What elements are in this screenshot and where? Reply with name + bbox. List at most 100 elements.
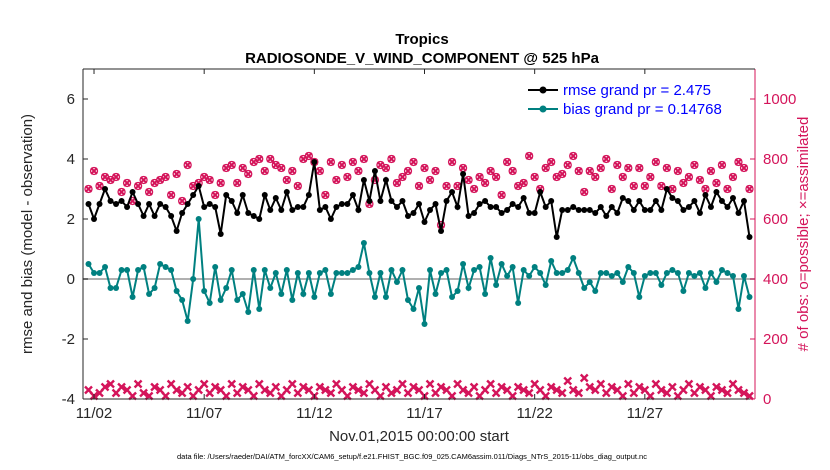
rmse-point xyxy=(685,204,692,210)
obs-assimilated-marker xyxy=(387,388,396,398)
bias-point xyxy=(548,258,555,264)
y-tick-label: 4 xyxy=(67,151,75,168)
bias-point xyxy=(173,288,180,294)
rmse-point xyxy=(184,201,191,207)
obs-assimilated-stroke xyxy=(101,173,109,181)
obs-assimilated-marker xyxy=(183,382,193,392)
rmse-point xyxy=(636,198,643,204)
obs-assimilated-stroke xyxy=(740,164,748,172)
obs-assimilated-stroke xyxy=(739,388,749,398)
obs-assimilated-stroke xyxy=(623,379,633,389)
obs-assimilated-stroke xyxy=(652,158,660,166)
obs-assimilated-stroke xyxy=(228,161,236,169)
bias-point xyxy=(96,270,103,276)
rmse-point xyxy=(96,201,103,207)
bias-point xyxy=(421,321,428,327)
obs-assimilated-stroke xyxy=(387,388,396,398)
bias-point xyxy=(416,285,422,291)
obs-assimilated-stroke xyxy=(166,379,176,389)
obs-assimilated-marker xyxy=(569,152,577,160)
obs-possible-marker xyxy=(574,166,583,176)
rmse-point xyxy=(570,204,577,210)
obs-possible-marker xyxy=(640,181,649,191)
obs-assimilated-marker xyxy=(657,385,666,395)
obs-assimilated-stroke xyxy=(492,173,500,181)
obs-assimilated-stroke xyxy=(596,379,606,389)
obs-assimilated-stroke xyxy=(117,382,126,392)
rmse-point xyxy=(680,207,687,213)
rmse-point xyxy=(630,207,637,213)
legend-bias-marker xyxy=(539,105,547,113)
rmse-point xyxy=(729,195,736,201)
obs-assimilated-stroke xyxy=(376,391,385,401)
obs-assimilated-marker xyxy=(161,391,170,401)
rmse-point xyxy=(289,207,296,213)
obs-assimilated-marker xyxy=(674,167,682,175)
obs-possible-marker xyxy=(359,154,369,164)
rmse-point xyxy=(151,213,158,219)
bias-point xyxy=(630,270,637,276)
chart-subtitle: RADIOSONDE_V_WIND_COMPONENT @ 525 hPa xyxy=(245,50,600,67)
bias-point xyxy=(597,270,604,276)
obs-assimilated-stroke xyxy=(100,382,110,392)
obs-assimilated-stroke xyxy=(613,161,622,169)
obs-assimilated-stroke xyxy=(701,185,710,193)
bias-point xyxy=(245,309,252,315)
rmse-point xyxy=(201,204,208,210)
bias-point xyxy=(537,270,544,276)
obs-possible-marker xyxy=(646,172,655,182)
obs-possible-marker xyxy=(618,172,627,182)
rmse-point xyxy=(493,204,500,210)
obs-assimilated-marker xyxy=(563,376,573,386)
obs-assimilated-marker xyxy=(382,164,390,172)
obs-assimilated-stroke xyxy=(608,185,616,193)
obs-assimilated-stroke xyxy=(685,173,693,181)
obs-assimilated-stroke xyxy=(205,176,214,184)
bias-point xyxy=(129,294,136,300)
obs-assimilated-stroke xyxy=(404,167,412,175)
rmse-point xyxy=(608,204,615,210)
obs-assimilated-marker xyxy=(475,173,484,181)
obs-assimilated-marker xyxy=(150,382,159,392)
bias-point xyxy=(217,297,224,303)
obs-assimilated-marker xyxy=(316,167,324,175)
obs-assimilated-stroke xyxy=(199,379,209,389)
rmse-point xyxy=(718,198,725,204)
rmse-point xyxy=(294,204,301,210)
obs-assimilated-marker xyxy=(635,164,644,172)
obs-assimilated-stroke xyxy=(398,173,407,181)
bias-point xyxy=(190,276,197,282)
obs-assimilated-stroke xyxy=(497,191,506,199)
y2-tick-label: 600 xyxy=(763,211,788,228)
rmse-point xyxy=(564,207,571,213)
bias-point xyxy=(636,294,643,300)
obs-possible-marker xyxy=(497,190,506,200)
obs-possible-marker xyxy=(348,157,358,167)
obs-assimilated-stroke xyxy=(552,385,562,395)
obs-assimilated-stroke xyxy=(144,391,154,401)
obs-assimilated-marker xyxy=(481,179,489,187)
obs-assimilated-stroke xyxy=(640,385,650,395)
obs-assimilated-stroke xyxy=(266,155,274,163)
y2-axis-label: # of obs: o=possible; ×=assimilated xyxy=(795,117,812,352)
bias-point xyxy=(283,267,290,273)
obs-assimilated-marker xyxy=(283,176,291,184)
y-tick-label: 0 xyxy=(67,271,75,288)
rmse-point xyxy=(129,189,136,195)
obs-assimilated-marker xyxy=(172,385,181,395)
obs-assimilated-stroke xyxy=(326,388,336,398)
rmse-point xyxy=(261,192,268,198)
obs-possible-marker xyxy=(525,151,534,161)
obs-possible-marker xyxy=(139,175,148,185)
obs-possible-marker xyxy=(739,163,749,173)
obs-assimilated-marker xyxy=(541,391,551,401)
obs-possible-marker xyxy=(166,190,176,200)
obs-assimilated-stroke xyxy=(684,379,694,389)
obs-assimilated-stroke xyxy=(513,382,523,392)
rmse-point xyxy=(614,210,621,216)
obs-possible-marker xyxy=(475,172,484,182)
rmse-point xyxy=(416,201,422,207)
obs-assimilated-marker xyxy=(734,158,743,166)
obs-assimilated-marker xyxy=(106,379,115,389)
